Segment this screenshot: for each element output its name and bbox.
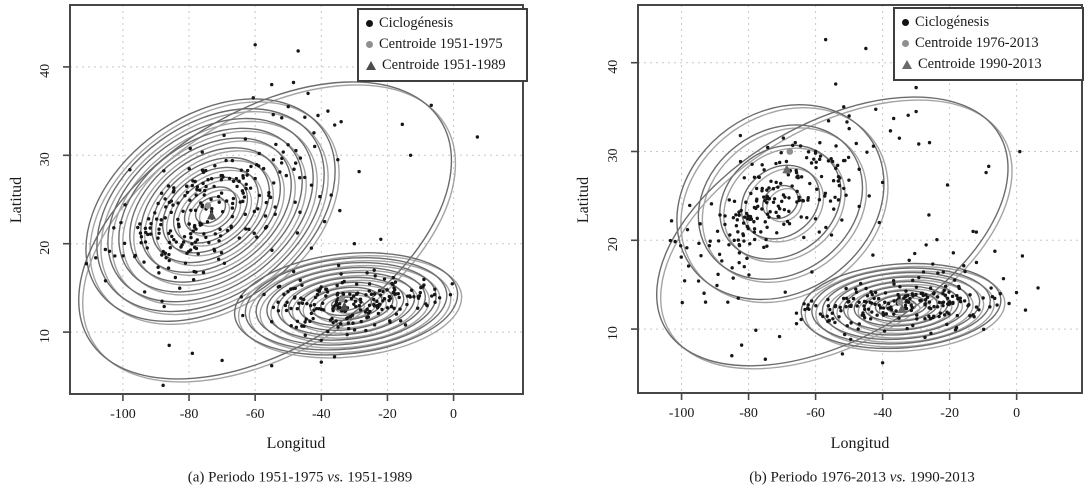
legend-item: Centroide 1976-2013 — [902, 33, 1074, 54]
svg-text:20: 20 — [38, 241, 53, 255]
caption-vs: vs. — [889, 469, 906, 486]
svg-text:-20: -20 — [940, 406, 959, 421]
svg-text:-40: -40 — [312, 407, 331, 422]
svg-text:-100: -100 — [669, 406, 695, 421]
legend-item: Centroide 1951-1975 — [366, 34, 518, 55]
svg-text:40: 40 — [606, 60, 621, 74]
caption-vs: vs. — [327, 469, 344, 486]
caption-text: (a) Periodo 1951-1975 — [187, 469, 328, 486]
legend-label: Centroide 1990-2013 — [918, 56, 1042, 72]
svg-text:10: 10 — [38, 329, 53, 343]
legend-label: Centroide 1976-2013 — [915, 35, 1039, 51]
svg-text:-80: -80 — [180, 407, 199, 422]
legend-b: Ciclogénesis Centroide 1976-2013 Centroi… — [893, 7, 1084, 81]
legend-label: Centroide 1951-1989 — [382, 57, 506, 73]
svg-text:-100: -100 — [110, 407, 136, 422]
x-axis-label-b: Longitud — [830, 435, 890, 452]
svg-text:-60: -60 — [246, 407, 265, 422]
caption-text: (b) Periodo 1976-2013 — [749, 469, 890, 486]
dot-icon — [366, 41, 373, 48]
legend-item: Ciclogénesis — [366, 13, 518, 34]
caption-text: 1951-1989 — [343, 469, 413, 486]
svg-text:0: 0 — [1013, 406, 1020, 421]
legend-item: Centroide 1951-1989 — [366, 55, 518, 76]
triangle-icon — [366, 61, 376, 70]
dot-icon — [902, 19, 909, 26]
svg-text:-40: -40 — [873, 406, 892, 421]
legend-item: Ciclogénesis — [902, 12, 1074, 33]
svg-text:0: 0 — [450, 407, 457, 422]
svg-text:-80: -80 — [739, 406, 758, 421]
caption-b: (b) Periodo 1976-2013 vs. 1990-2013 — [749, 470, 974, 487]
triangle-icon — [902, 60, 912, 69]
y-axis-label-b: Latitud — [575, 176, 592, 224]
y-axis-label-a: Latitud — [8, 176, 25, 224]
caption-text: 1990-2013 — [905, 469, 975, 486]
svg-text:40: 40 — [38, 64, 53, 78]
legend-label: Ciclogénesis — [915, 14, 990, 30]
svg-text:30: 30 — [606, 148, 621, 162]
dot-icon — [902, 40, 909, 47]
svg-text:-60: -60 — [806, 406, 825, 421]
legend-a: Ciclogénesis Centroide 1951-1975 Centroi… — [357, 8, 528, 82]
svg-text:-20: -20 — [378, 407, 397, 422]
svg-text:20: 20 — [606, 237, 621, 251]
legend-label: Ciclogénesis — [379, 15, 454, 31]
svg-text:30: 30 — [38, 152, 53, 166]
svg-text:10: 10 — [606, 326, 621, 340]
x-axis-label-a: Longitud — [266, 435, 326, 452]
legend-item: Centroide 1990-2013 — [902, 54, 1074, 75]
legend-label: Centroide 1951-1975 — [379, 36, 503, 52]
dot-icon — [366, 20, 373, 27]
caption-a: (a) Periodo 1951-1975 vs. 1951-1989 — [188, 470, 413, 487]
